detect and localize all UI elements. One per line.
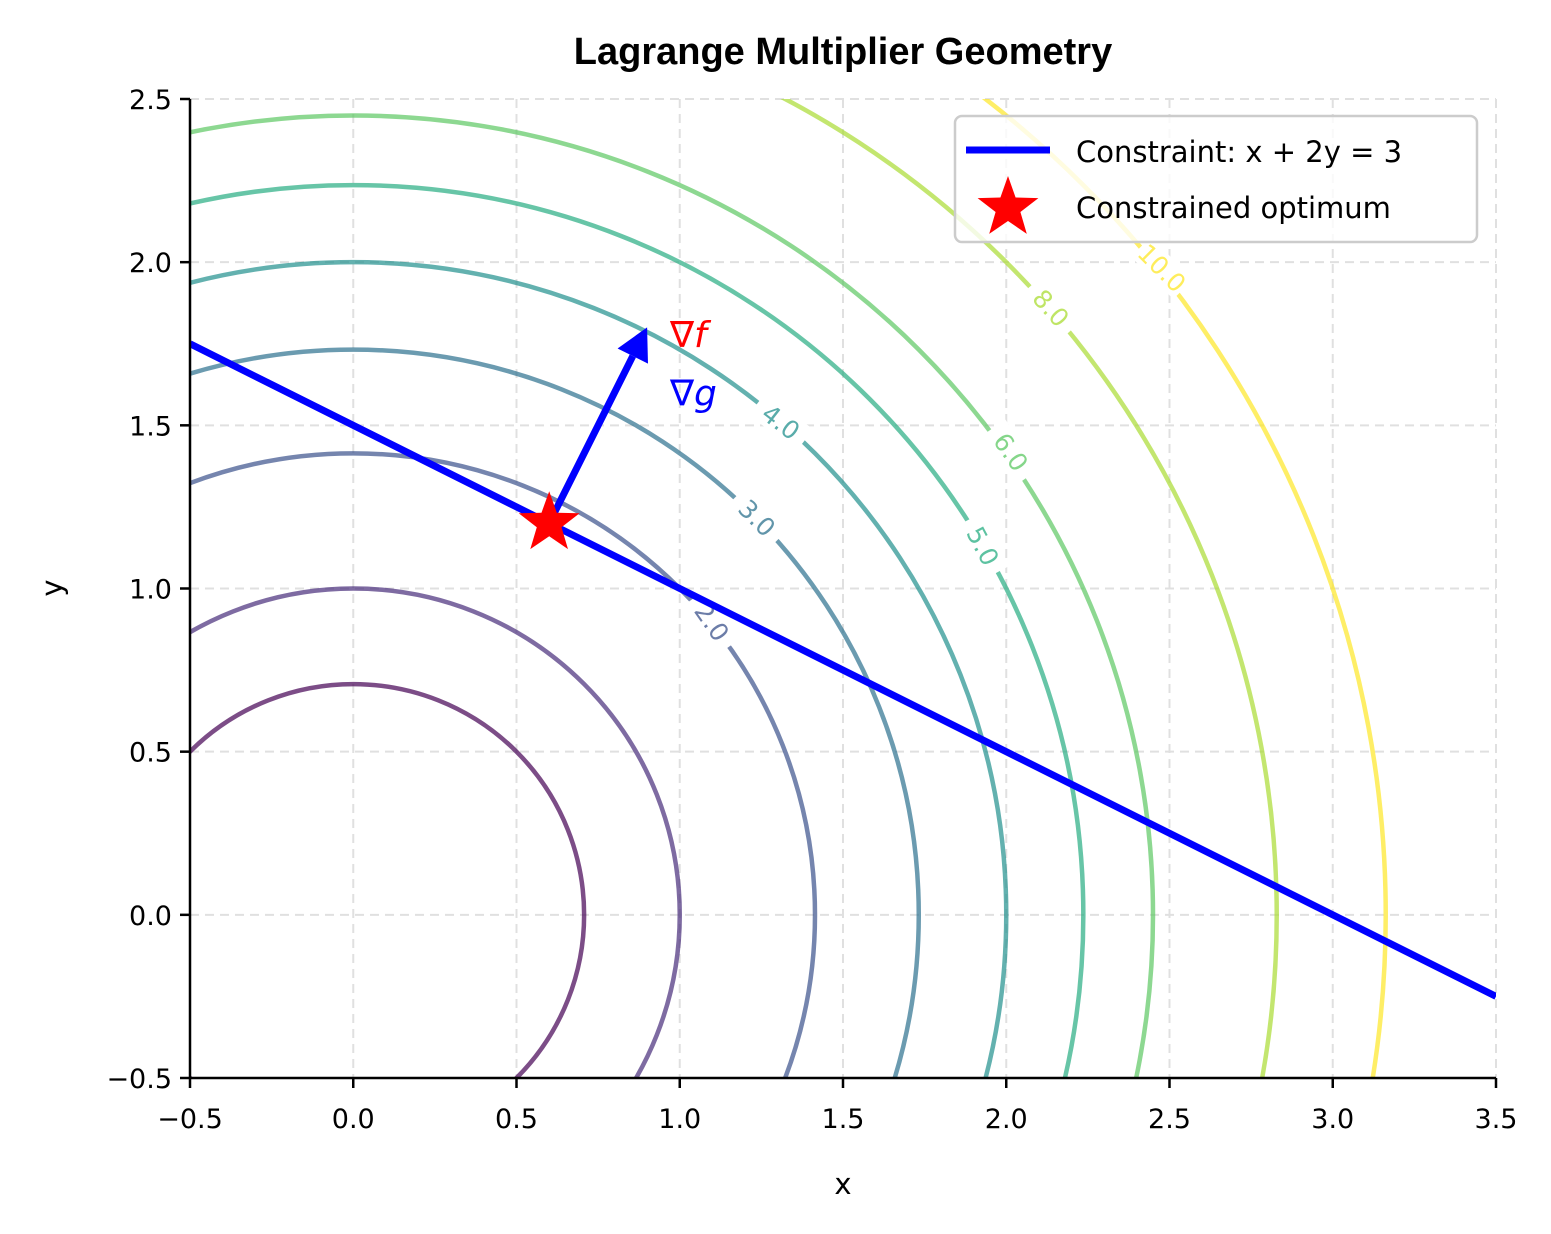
legend: Constraint: x + 2y = 3 Constrained optim…: [953, 114, 1479, 244]
grad-f-annotation: ∇f: [669, 315, 712, 356]
optimum-star-marker: [518, 491, 580, 550]
x-tick-label: 3.5: [1475, 1104, 1518, 1135]
y-tick-label: 1.0: [129, 575, 172, 606]
grad-g-annotation: ∇g: [669, 374, 717, 415]
contour-level-4: [190, 260, 1009, 1078]
x-axis-ticks: −0.5 0.0 0.5 1.0 1.5 2.0 2.5 3.0 3.5: [157, 1078, 1517, 1135]
x-tick-label: 1.0: [658, 1104, 701, 1135]
x-tick-label: 1.5: [822, 1104, 865, 1135]
x-tick-label: 2.5: [1148, 1104, 1191, 1135]
contour-labels: 2.03.04.05.06.08.010.0: [683, 236, 1194, 655]
contour-level-5: [190, 183, 1086, 1078]
contour-level-10: [981, 99, 1388, 1078]
x-axis-label: x: [834, 1167, 851, 1201]
x-tick-label: 0.5: [495, 1104, 538, 1135]
contour-level-1: [190, 586, 682, 1078]
contour-level-3: [190, 347, 921, 1078]
legend-label-optimum: Constrained optimum: [1076, 191, 1391, 225]
chart-title: Lagrange Multiplier Geometry: [574, 31, 1112, 73]
x-tick-label: 0.0: [332, 1104, 375, 1135]
legend-star-icon: [977, 176, 1039, 234]
constraint-line: [190, 340, 1496, 1000]
gradient-arrow: [546, 327, 648, 525]
contour-level-2: [190, 451, 818, 1078]
contour-level-6: [190, 113, 1156, 1078]
y-tick-label: 2.0: [129, 248, 172, 279]
y-tick-label: 1.5: [129, 411, 172, 442]
y-tick-label: 2.5: [129, 85, 172, 116]
y-tick-label: −0.5: [106, 1064, 172, 1095]
y-axis-label: y: [35, 579, 69, 596]
contour-level-8: [779, 99, 1279, 1078]
legend-box: [953, 114, 1479, 244]
x-tick-label: 3.0: [1311, 1104, 1354, 1135]
contour-level-0.5: [190, 681, 587, 1078]
x-tick-label: 2.0: [985, 1104, 1028, 1135]
x-tick-label: −0.5: [157, 1104, 223, 1135]
contour-lines: [190, 99, 1388, 1078]
y-tick-label: 0.0: [129, 901, 172, 932]
y-tick-label: 0.5: [129, 738, 172, 769]
y-axis-ticks: −0.5 0.0 0.5 1.0 1.5 2.0 2.5: [106, 85, 190, 1095]
legend-label-constraint: Constraint: x + 2y = 3: [1076, 135, 1402, 169]
